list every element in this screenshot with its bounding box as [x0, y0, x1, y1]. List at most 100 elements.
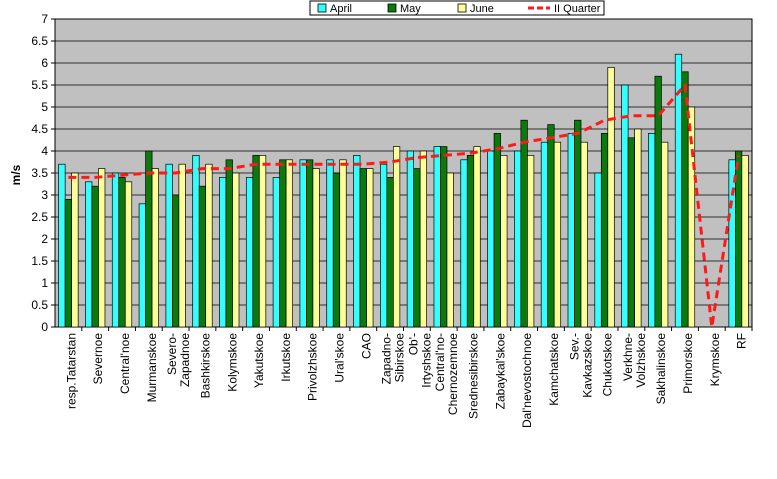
x-tick-label-line: Severnoe	[91, 333, 105, 385]
bar-april	[379, 163, 388, 328]
y-tick-label: 6	[41, 56, 48, 70]
bar-may	[466, 155, 475, 328]
x-tick-label: Sakhalinskoe	[654, 333, 668, 405]
x-tick-label-line: Sakhalinskoe	[654, 333, 668, 405]
bar-april	[433, 146, 441, 328]
bar-june	[205, 163, 213, 328]
x-tick-label: Primorskoe	[681, 333, 695, 394]
bar-april	[487, 150, 495, 328]
x-tick-label-line: Srednesibirskoe	[467, 333, 481, 419]
x-tick-label-line: CAO	[359, 333, 373, 359]
y-tick-label: 2	[41, 232, 48, 246]
x-tick-label: Kolymskoe	[225, 333, 239, 392]
x-tick-label-line: Ural'skoe	[332, 333, 346, 383]
bar-april	[85, 181, 93, 328]
bar-may	[172, 194, 180, 328]
legend: April May June II Quarter	[309, 0, 605, 16]
x-tick-label-line: Dal'nevostochnoe	[520, 333, 534, 428]
x-tick-label-line: resp.Tatarstan	[64, 333, 78, 409]
x-tick-label-line: Central'no-	[433, 333, 447, 391]
x-tick-label-line: Chernozemnoe	[446, 333, 460, 415]
x-tick-label: resp.Tatarstan	[64, 333, 78, 409]
bar-may	[306, 159, 314, 328]
bar-may	[627, 137, 635, 328]
bar-june	[553, 141, 562, 328]
bar-june	[71, 172, 79, 328]
x-tick-label-line: Chukotskoe	[601, 333, 615, 397]
bar-may	[279, 159, 287, 328]
x-tick-label: Chukotskoe	[601, 333, 615, 397]
x-tick-label: Yakutskoe	[252, 333, 266, 388]
bar-june	[178, 163, 186, 328]
bar-april	[514, 150, 522, 328]
bar-april	[272, 177, 280, 328]
bar-april	[299, 159, 307, 328]
bar-may	[547, 124, 555, 328]
plot-area: 0 0.5 1 1.5 2 2.5 3 3.5 4 4.5 5 5.5 6 6.5 7 resp.Tatars…	[31, 12, 753, 428]
y-tick-label: 0	[41, 320, 48, 334]
legend-label: April	[330, 3, 352, 15]
x-tick-label: RF	[735, 333, 749, 349]
x-tick-label-line: Murmanskoe	[145, 333, 159, 403]
bar-april	[540, 141, 549, 328]
legend-label: II Quarter	[554, 3, 601, 15]
x-tick-label-line: Privolzhskoe	[306, 333, 320, 401]
y-tick-label: 7	[41, 12, 48, 26]
bar-may	[520, 119, 528, 328]
x-tick-label-line: Sibirskoe	[393, 333, 407, 383]
y-tick-label: 4.5	[31, 122, 48, 136]
bar-june	[634, 128, 642, 328]
bar-june	[446, 172, 454, 328]
x-tick-label: Zabaykal'skoe	[493, 333, 507, 410]
bar-june	[339, 159, 347, 328]
bar-april	[165, 163, 173, 328]
line-ii-quarter	[68, 83, 741, 329]
x-tick-label-line: Verkhne-	[621, 333, 635, 381]
x-tick-label: Sev.-Kavkazskoe	[567, 333, 594, 398]
x-tick-label-line: Ob'-	[406, 333, 420, 355]
x-tick-label-line: Severo-	[165, 333, 179, 375]
bar-june	[661, 141, 669, 328]
bar-april	[728, 159, 736, 328]
bar-june	[607, 67, 615, 328]
bar-april	[648, 133, 656, 328]
y-tick-label: 4	[41, 144, 48, 158]
x-tick-label-line: Primorskoe	[681, 333, 695, 394]
x-tick-label-line: Yakutskoe	[252, 333, 266, 388]
bar-june	[473, 146, 481, 328]
bar-may	[118, 177, 126, 328]
y-tick-label: 3	[41, 188, 48, 202]
bar-may	[332, 172, 341, 328]
bar-may	[252, 155, 260, 328]
x-tick-label: Ob'-Irtyshskoe	[406, 333, 433, 388]
bar-april	[594, 172, 602, 328]
bar-april	[245, 177, 254, 328]
bar-may	[413, 168, 421, 328]
x-tick-label: Dal'nevostochnoe	[520, 333, 534, 428]
bar-may	[225, 159, 233, 328]
x-tick-label: Srednesibirskoe	[467, 333, 481, 419]
bar-may	[91, 185, 99, 328]
bar-april	[567, 133, 575, 328]
bar-june	[98, 168, 106, 328]
bar-april	[192, 155, 200, 328]
x-tick-label-line: Irtyshskoe	[419, 333, 433, 388]
y-tick-label: 1	[41, 276, 48, 290]
bar-april	[460, 159, 468, 328]
x-tick-label-line: Volzhskoe	[634, 333, 648, 388]
x-tick-label: Severo-Zapadnoe	[165, 333, 192, 387]
legend-swatch	[387, 3, 397, 13]
legend-label: June	[470, 3, 494, 15]
legend-swatch	[457, 3, 467, 13]
bar-june	[366, 168, 374, 328]
bar-may	[681, 71, 689, 328]
bar-april	[111, 172, 120, 328]
bar-april	[353, 155, 361, 328]
x-tick-label: Central'no-Chernozemnoe	[433, 333, 460, 415]
bar-may	[600, 133, 609, 328]
x-tick-label: CAO	[359, 333, 373, 359]
bar-april	[138, 203, 146, 328]
x-tick-label: Zapadno-Sibirskoe	[380, 333, 407, 385]
x-tick-label: Privolzhskoe	[306, 333, 320, 401]
x-tick-label: Ural'skoe	[332, 333, 346, 383]
